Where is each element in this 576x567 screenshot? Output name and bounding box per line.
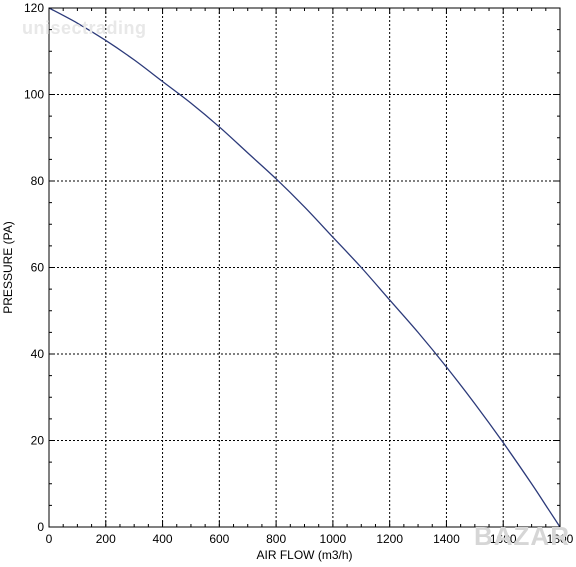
x-tick-label: 600 (209, 532, 229, 546)
x-tick-label: 400 (153, 532, 173, 546)
plot-frame (48, 7, 561, 528)
grid-layer (49, 8, 560, 527)
x-tick-label: 0 (46, 532, 53, 546)
y-tick-label: 60 (31, 261, 45, 275)
x-tick-label: 1800 (547, 532, 574, 546)
y-tick-label: 120 (24, 1, 44, 15)
watermark-text: unisectrading (22, 18, 147, 38)
y-tick-label: 20 (31, 434, 45, 448)
y-tick-label: 40 (31, 347, 45, 361)
tick-label-layer: 0 200 400 600 800 1000 1200 1400 1600 1800 0 20 40 60… (24, 1, 574, 546)
x-axis-label: AIR FLOW (m3/h) (256, 548, 352, 562)
x-tick-label: 1600 (490, 532, 517, 546)
x-tick-label: 800 (266, 532, 286, 546)
y-tick-label: 80 (31, 174, 45, 188)
watermark-logo: BAZAR (474, 521, 570, 551)
series-line (48, 7, 561, 528)
x-tick-label: 200 (96, 532, 116, 546)
curve-layer (48, 7, 561, 528)
y-tick-label: 0 (37, 520, 44, 534)
x-tick-label: 1000 (320, 532, 347, 546)
axis-layer (48, 7, 561, 528)
y-axis-label: PRESSURE (PA) (1, 221, 15, 313)
x-tick-label: 1400 (433, 532, 460, 546)
x-tick-label: 1200 (376, 532, 403, 546)
y-tick-label: 100 (24, 88, 44, 102)
